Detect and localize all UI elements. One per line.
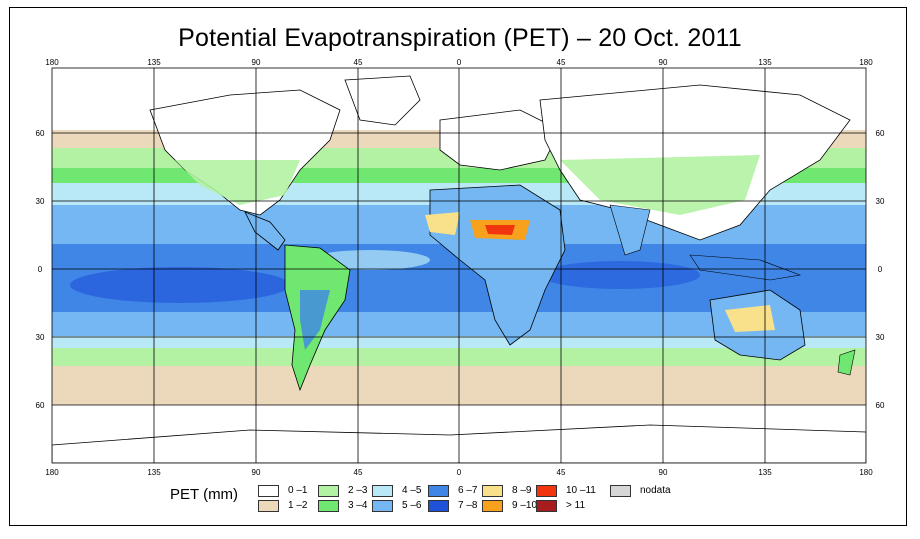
- top-tick: 135: [758, 58, 772, 67]
- legend-swatch: [318, 485, 339, 497]
- australia-yellow: [725, 305, 775, 332]
- left-tick: 30: [36, 197, 45, 206]
- bottom-tick: 0: [457, 468, 462, 477]
- legend-swatch: [536, 500, 557, 512]
- legend-swatch: [318, 500, 339, 512]
- bottom-tick: 45: [354, 468, 363, 477]
- legend-label: > 11: [566, 500, 585, 511]
- legend-swatch: [258, 500, 279, 512]
- bottom-tick: 180: [859, 468, 873, 477]
- top-tick: 45: [557, 58, 566, 67]
- sahel-yellow: [425, 212, 460, 235]
- legend-label: 6 –7: [458, 485, 478, 496]
- new-zealand: [837, 349, 856, 376]
- na-green: [175, 160, 300, 205]
- top-tick: 180: [45, 58, 59, 67]
- legend-title: PET (mm): [170, 486, 239, 503]
- legend-swatch: [482, 500, 503, 512]
- legend-swatch: [610, 485, 631, 497]
- bottom-tick: 45: [557, 468, 566, 477]
- patch-tropic-deep: [70, 267, 290, 303]
- bottom-tick: 135: [758, 468, 772, 477]
- legend-label: 8 –9: [512, 485, 532, 496]
- central-america: [244, 211, 286, 251]
- sa-blue: [300, 290, 330, 350]
- indonesia: [689, 254, 802, 281]
- right-tick: 60: [876, 401, 885, 410]
- legend-label: 4 –5: [402, 485, 422, 496]
- legend-label: 9 –10: [512, 500, 538, 511]
- legend-label: 2 –3: [348, 485, 368, 496]
- asia-green: [560, 155, 760, 215]
- legend-label: 1 –2: [288, 500, 308, 511]
- legend-label: nodata: [640, 485, 671, 496]
- figure-frame: [9, 7, 907, 526]
- top-tick: 180: [859, 58, 873, 67]
- right-tick: 60: [876, 129, 885, 138]
- legend-swatch: [428, 485, 449, 497]
- patch-indian-deep: [540, 261, 700, 289]
- legend-swatch: [258, 485, 279, 497]
- bottom-tick: 90: [659, 468, 668, 477]
- left-tick: 30: [36, 333, 45, 342]
- right-tick: 30: [876, 197, 885, 206]
- graticule: [51, 67, 867, 464]
- top-tick: 90: [659, 58, 668, 67]
- europe: [439, 109, 561, 171]
- sahara-hot-core: [485, 225, 515, 235]
- top-tick: 0: [457, 58, 462, 67]
- bottom-tick: 180: [45, 468, 59, 477]
- africa: [429, 184, 566, 346]
- legend-swatch: [372, 500, 393, 512]
- top-tick: 135: [147, 58, 161, 67]
- right-tick: 0: [878, 265, 883, 274]
- legend-label: 10 –11: [566, 485, 596, 496]
- legend-swatch: [372, 485, 393, 497]
- legend-swatch: [482, 485, 503, 497]
- bottom-tick: 90: [252, 468, 261, 477]
- legend-label: 5 –6: [402, 500, 422, 511]
- left-tick: 60: [36, 401, 45, 410]
- legend-label: 0 –1: [288, 485, 308, 496]
- greenland: [344, 75, 421, 126]
- legend-swatch: [428, 500, 449, 512]
- bottom-tick: 135: [147, 468, 161, 477]
- left-tick: 60: [36, 129, 45, 138]
- map-title: Potential Evapotranspiration (PET) – 20 …: [178, 24, 742, 52]
- top-tick: 90: [252, 58, 261, 67]
- top-tick: 45: [354, 58, 363, 67]
- legend-label: 7 –8: [458, 500, 478, 511]
- legend-swatch: [536, 485, 557, 497]
- legend-label: 3 –4: [348, 500, 368, 511]
- left-tick: 0: [38, 265, 43, 274]
- right-tick: 30: [876, 333, 885, 342]
- india: [609, 204, 651, 256]
